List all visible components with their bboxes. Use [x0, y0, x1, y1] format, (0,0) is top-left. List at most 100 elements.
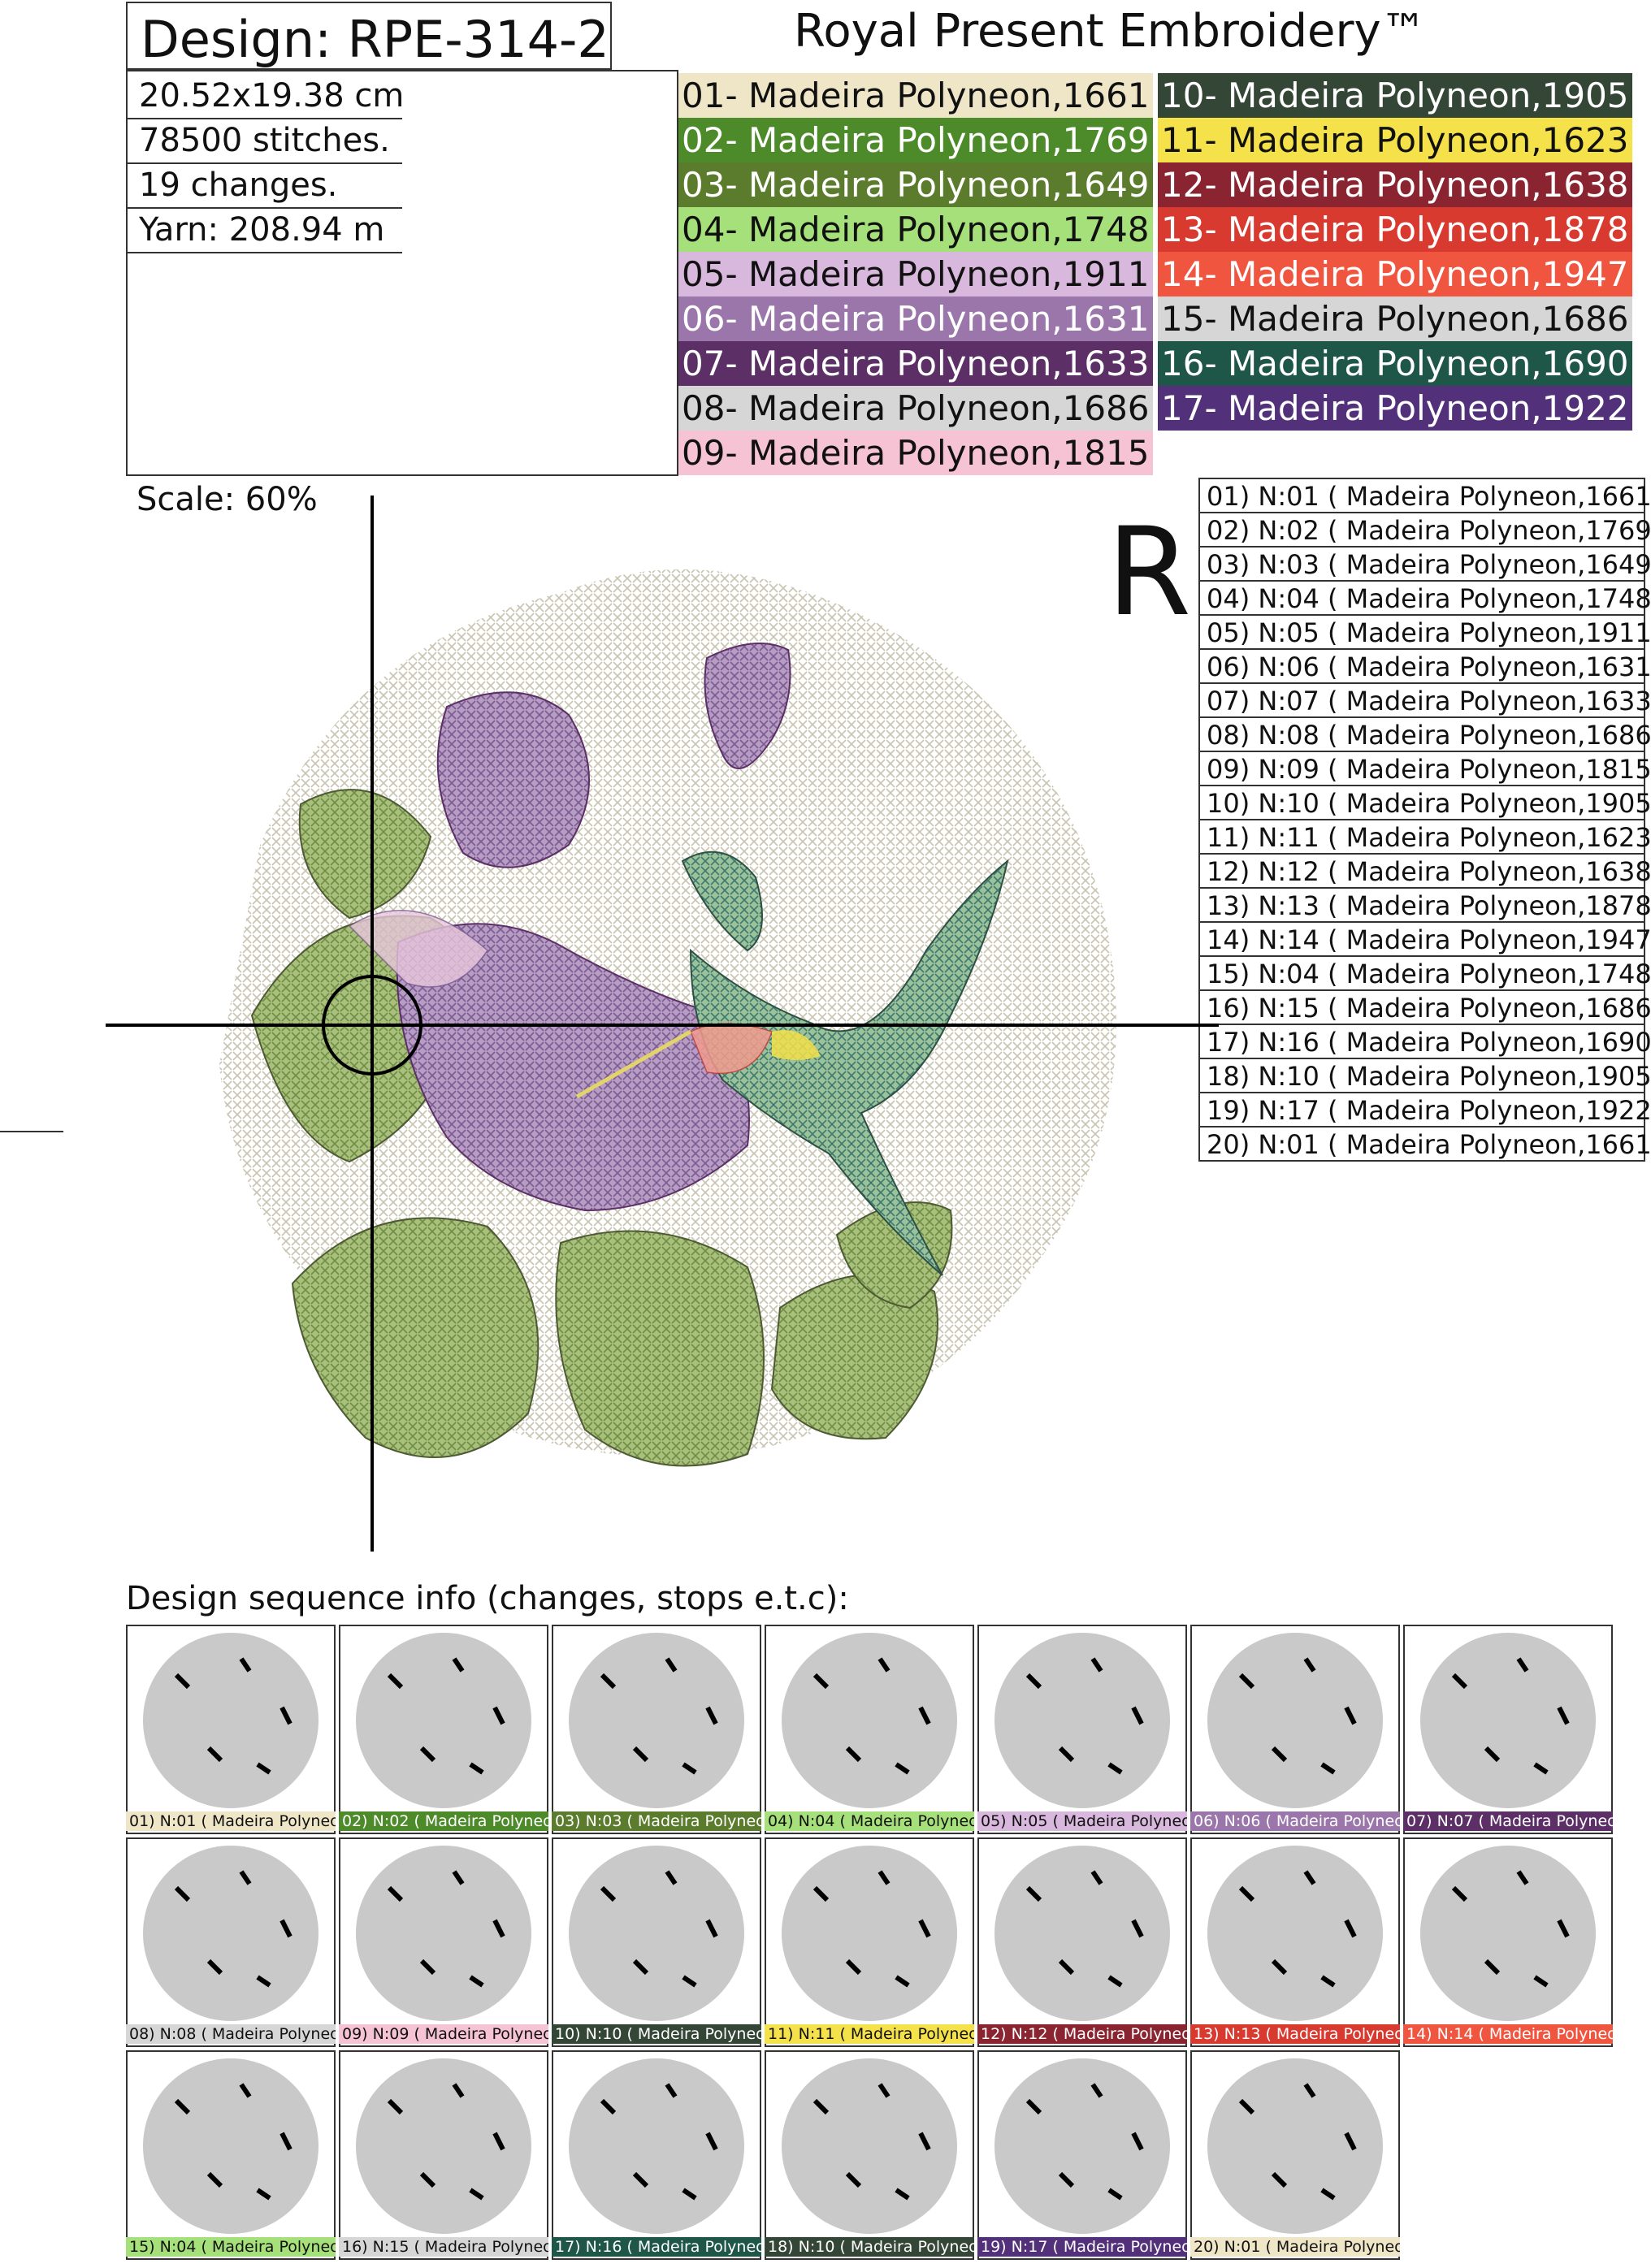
- design-title: Design: RPE-314-2: [141, 10, 609, 69]
- sequence-item: 13) N:13 ( Madeira Polyneon,1878): [1200, 889, 1651, 923]
- palette-color-12: 12- Madeira Polyneon,1638: [1158, 162, 1632, 207]
- sequence-item: 06) N:06 ( Madeira Polyneon,1631): [1200, 650, 1651, 684]
- sequence-item: 17) N:16 ( Madeira Polyneon,1690): [1200, 1025, 1651, 1059]
- sequence-item: 01) N:01 ( Madeira Polyneon,1661): [1200, 479, 1651, 513]
- sequence-thumbnail: [126, 1625, 336, 1834]
- thumbnail-label: 07) N:07 ( Madeira Polyneon,1633): [1403, 1811, 1613, 1831]
- sequence-item: 08) N:08 ( Madeira Polyneon,1686): [1200, 718, 1651, 752]
- stitch-thumb-icon: [994, 1633, 1170, 1808]
- palette-color-17: 17- Madeira Polyneon,1922: [1158, 386, 1632, 431]
- sequence-thumbnail: [126, 1837, 336, 2047]
- palette-color-7: 07- Madeira Polyneon,1633: [678, 341, 1153, 386]
- sequence-item: 20) N:01 ( Madeira Polyneon,1661): [1200, 1128, 1651, 1162]
- sequence-item: 12) N:12 ( Madeira Polyneon,1638): [1200, 855, 1651, 889]
- sequence-thumbnail: [1403, 1625, 1613, 1834]
- sequence-thumbnail: [552, 1625, 761, 1834]
- palette-color-13: 13- Madeira Polyneon,1878: [1158, 207, 1632, 252]
- sequence-item: 18) N:10 ( Madeira Polyneon,1905): [1200, 1059, 1651, 1093]
- color-palette: 01- Madeira Polyneon,1661 02- Madeira Pol…: [678, 73, 1645, 476]
- thumbnail-label: 02) N:02 ( Madeira Polyneon,1769): [339, 1811, 548, 1831]
- stitch-thumb-icon: [782, 1846, 957, 2021]
- sequence-item: 07) N:07 ( Madeira Polyneon,1633): [1200, 684, 1651, 718]
- thumbnail-label: 13) N:13 ( Madeira Polyneon,1878): [1190, 2024, 1400, 2044]
- thumbnail-label: 20) N:01 ( Madeira Polyneon,1661): [1190, 2237, 1400, 2257]
- yarn-length: Yarn: 208.94 m: [128, 209, 402, 253]
- sequence-thumbnail: [977, 1625, 1187, 1834]
- sequence-thumbnail: [977, 2050, 1187, 2260]
- thumbnail-label: 14) N:14 ( Madeira Polyneon,1947): [1403, 2024, 1613, 2044]
- stitch-thumb-icon: [1207, 1633, 1383, 1808]
- palette-color-1: 01- Madeira Polyneon,1661: [678, 73, 1153, 118]
- stitch-thumb-icon: [1420, 1633, 1596, 1808]
- thumbnail-label: 15) N:04 ( Madeira Polyneon,1748): [126, 2237, 336, 2257]
- sequence-item: 09) N:09 ( Madeira Polyneon,1815): [1200, 752, 1651, 786]
- sequence-item: 14) N:14 ( Madeira Polyneon,1947): [1200, 923, 1651, 957]
- stitch-thumb-icon: [356, 1846, 531, 2021]
- stitch-thumb-icon: [1207, 1846, 1383, 2021]
- sequence-thumbnail: [1190, 2050, 1400, 2260]
- stitch-thumb-icon: [143, 1633, 318, 1808]
- r-mark: R: [1107, 502, 1192, 643]
- stitch-thumb-icon: [994, 2058, 1170, 2234]
- thumbnail-label: 05) N:05 ( Madeira Polyneon,1911): [977, 1811, 1187, 1831]
- sequence-thumbnail: [1190, 1837, 1400, 2047]
- palette-color-16: 16- Madeira Polyneon,1690: [1158, 341, 1632, 386]
- palette-color-14: 14- Madeira Polyneon,1947: [1158, 252, 1632, 296]
- sequence-thumbnail: [339, 2050, 548, 2260]
- thumbnail-label: 19) N:17 ( Madeira Polyneon,1922): [977, 2237, 1187, 2257]
- stitch-thumb-icon: [569, 2058, 744, 2234]
- design-title-box: Design: RPE-314-2: [126, 2, 612, 70]
- stitch-thumb-icon: [1207, 2058, 1383, 2234]
- thumbnail-label: 17) N:16 ( Madeira Polyneon,1690): [552, 2237, 761, 2257]
- thumbnail-label: 12) N:12 ( Madeira Polyneon,1638): [977, 2024, 1187, 2044]
- sequence-item: 19) N:17 ( Madeira Polyneon,1922): [1200, 1093, 1651, 1128]
- palette-color-9: 09- Madeira Polyneon,1815: [678, 431, 1153, 475]
- palette-color-2: 02- Madeira Polyneon,1769: [678, 118, 1153, 162]
- sequence-thumbnail: [339, 1837, 548, 2047]
- color-changes: 19 changes.: [128, 164, 402, 209]
- palette-color-15: 15- Madeira Polyneon,1686: [1158, 296, 1632, 341]
- stitch-thumb-icon: [782, 1633, 957, 1808]
- scale-label: Scale: 60%: [136, 481, 318, 518]
- brand-title: Royal Present Embroidery™: [794, 5, 1427, 58]
- sequence-thumbnail: [126, 2050, 336, 2260]
- stitch-thumb-icon: [356, 2058, 531, 2234]
- sequence-thumbnail: [765, 2050, 974, 2260]
- sequence-thumbnail: [552, 2050, 761, 2260]
- sequence-list: 01) N:01 ( Madeira Polyneon,1661) 02) N:0…: [1198, 478, 1651, 1162]
- stitch-thumb-icon: [782, 2058, 957, 2234]
- sequence-item: 02) N:02 ( Madeira Polyneon,1769): [1200, 513, 1651, 548]
- thumbnail-grid: 01) N:01 ( Madeira Polyneon,1661)02) N:0…: [126, 1625, 1613, 2266]
- sequence-item: 03) N:03 ( Madeira Polyneon,1649): [1200, 548, 1651, 582]
- palette-color-4: 04- Madeira Polyneon,1748: [678, 207, 1153, 252]
- design-size: 20.52x19.38 cm: [128, 75, 404, 119]
- sequence-thumbnail: [765, 1625, 974, 1834]
- stitch-thumb-icon: [143, 1846, 318, 2021]
- thumbnail-label: 10) N:10 ( Madeira Polyneon,1905): [552, 2024, 761, 2044]
- palette-color-3: 03- Madeira Polyneon,1649: [678, 162, 1153, 207]
- sequence-thumbnail: [552, 1837, 761, 2047]
- thumbnail-label: 18) N:10 ( Madeira Polyneon,1905): [765, 2237, 974, 2257]
- stitch-thumb-icon: [994, 1846, 1170, 2021]
- sequence-thumbnail: [977, 1837, 1187, 2047]
- design-preview: [61, 496, 1227, 1560]
- sequence-thumbnail: [1403, 1837, 1613, 2047]
- sequence-thumbnail: [1190, 1625, 1400, 1834]
- thumbnail-label: 16) N:15 ( Madeira Polyneon,1686): [339, 2237, 548, 2257]
- sequence-item: 04) N:04 ( Madeira Polyneon,1748): [1200, 582, 1651, 616]
- thumbnail-label: 06) N:06 ( Madeira Polyneon,1631): [1190, 1811, 1400, 1831]
- stitch-thumb-icon: [143, 2058, 318, 2234]
- stitch-thumb-icon: [569, 1633, 744, 1808]
- stitch-thumb-icon: [356, 1633, 531, 1808]
- palette-color-5: 05- Madeira Polyneon,1911: [678, 252, 1153, 296]
- sequence-item: 10) N:10 ( Madeira Polyneon,1905): [1200, 786, 1651, 820]
- sequence-item: 05) N:05 ( Madeira Polyneon,1911): [1200, 616, 1651, 650]
- thumbnail-label: 04) N:04 ( Madeira Polyneon,1748): [765, 1811, 974, 1831]
- stitch-thumb-icon: [1420, 1846, 1596, 2021]
- palette-color-10: 10- Madeira Polyneon,1905: [1158, 73, 1632, 118]
- thumbnail-label: 09) N:09 ( Madeira Polyneon,1815): [339, 2024, 548, 2044]
- stitch-thumb-icon: [569, 1846, 744, 2021]
- sequence-title: Design sequence info (changes, stops e.t…: [126, 1580, 849, 1617]
- palette-color-6: 06- Madeira Polyneon,1631: [678, 296, 1153, 341]
- thumbnail-label: 11) N:11 ( Madeira Polyneon,1623): [765, 2024, 974, 2044]
